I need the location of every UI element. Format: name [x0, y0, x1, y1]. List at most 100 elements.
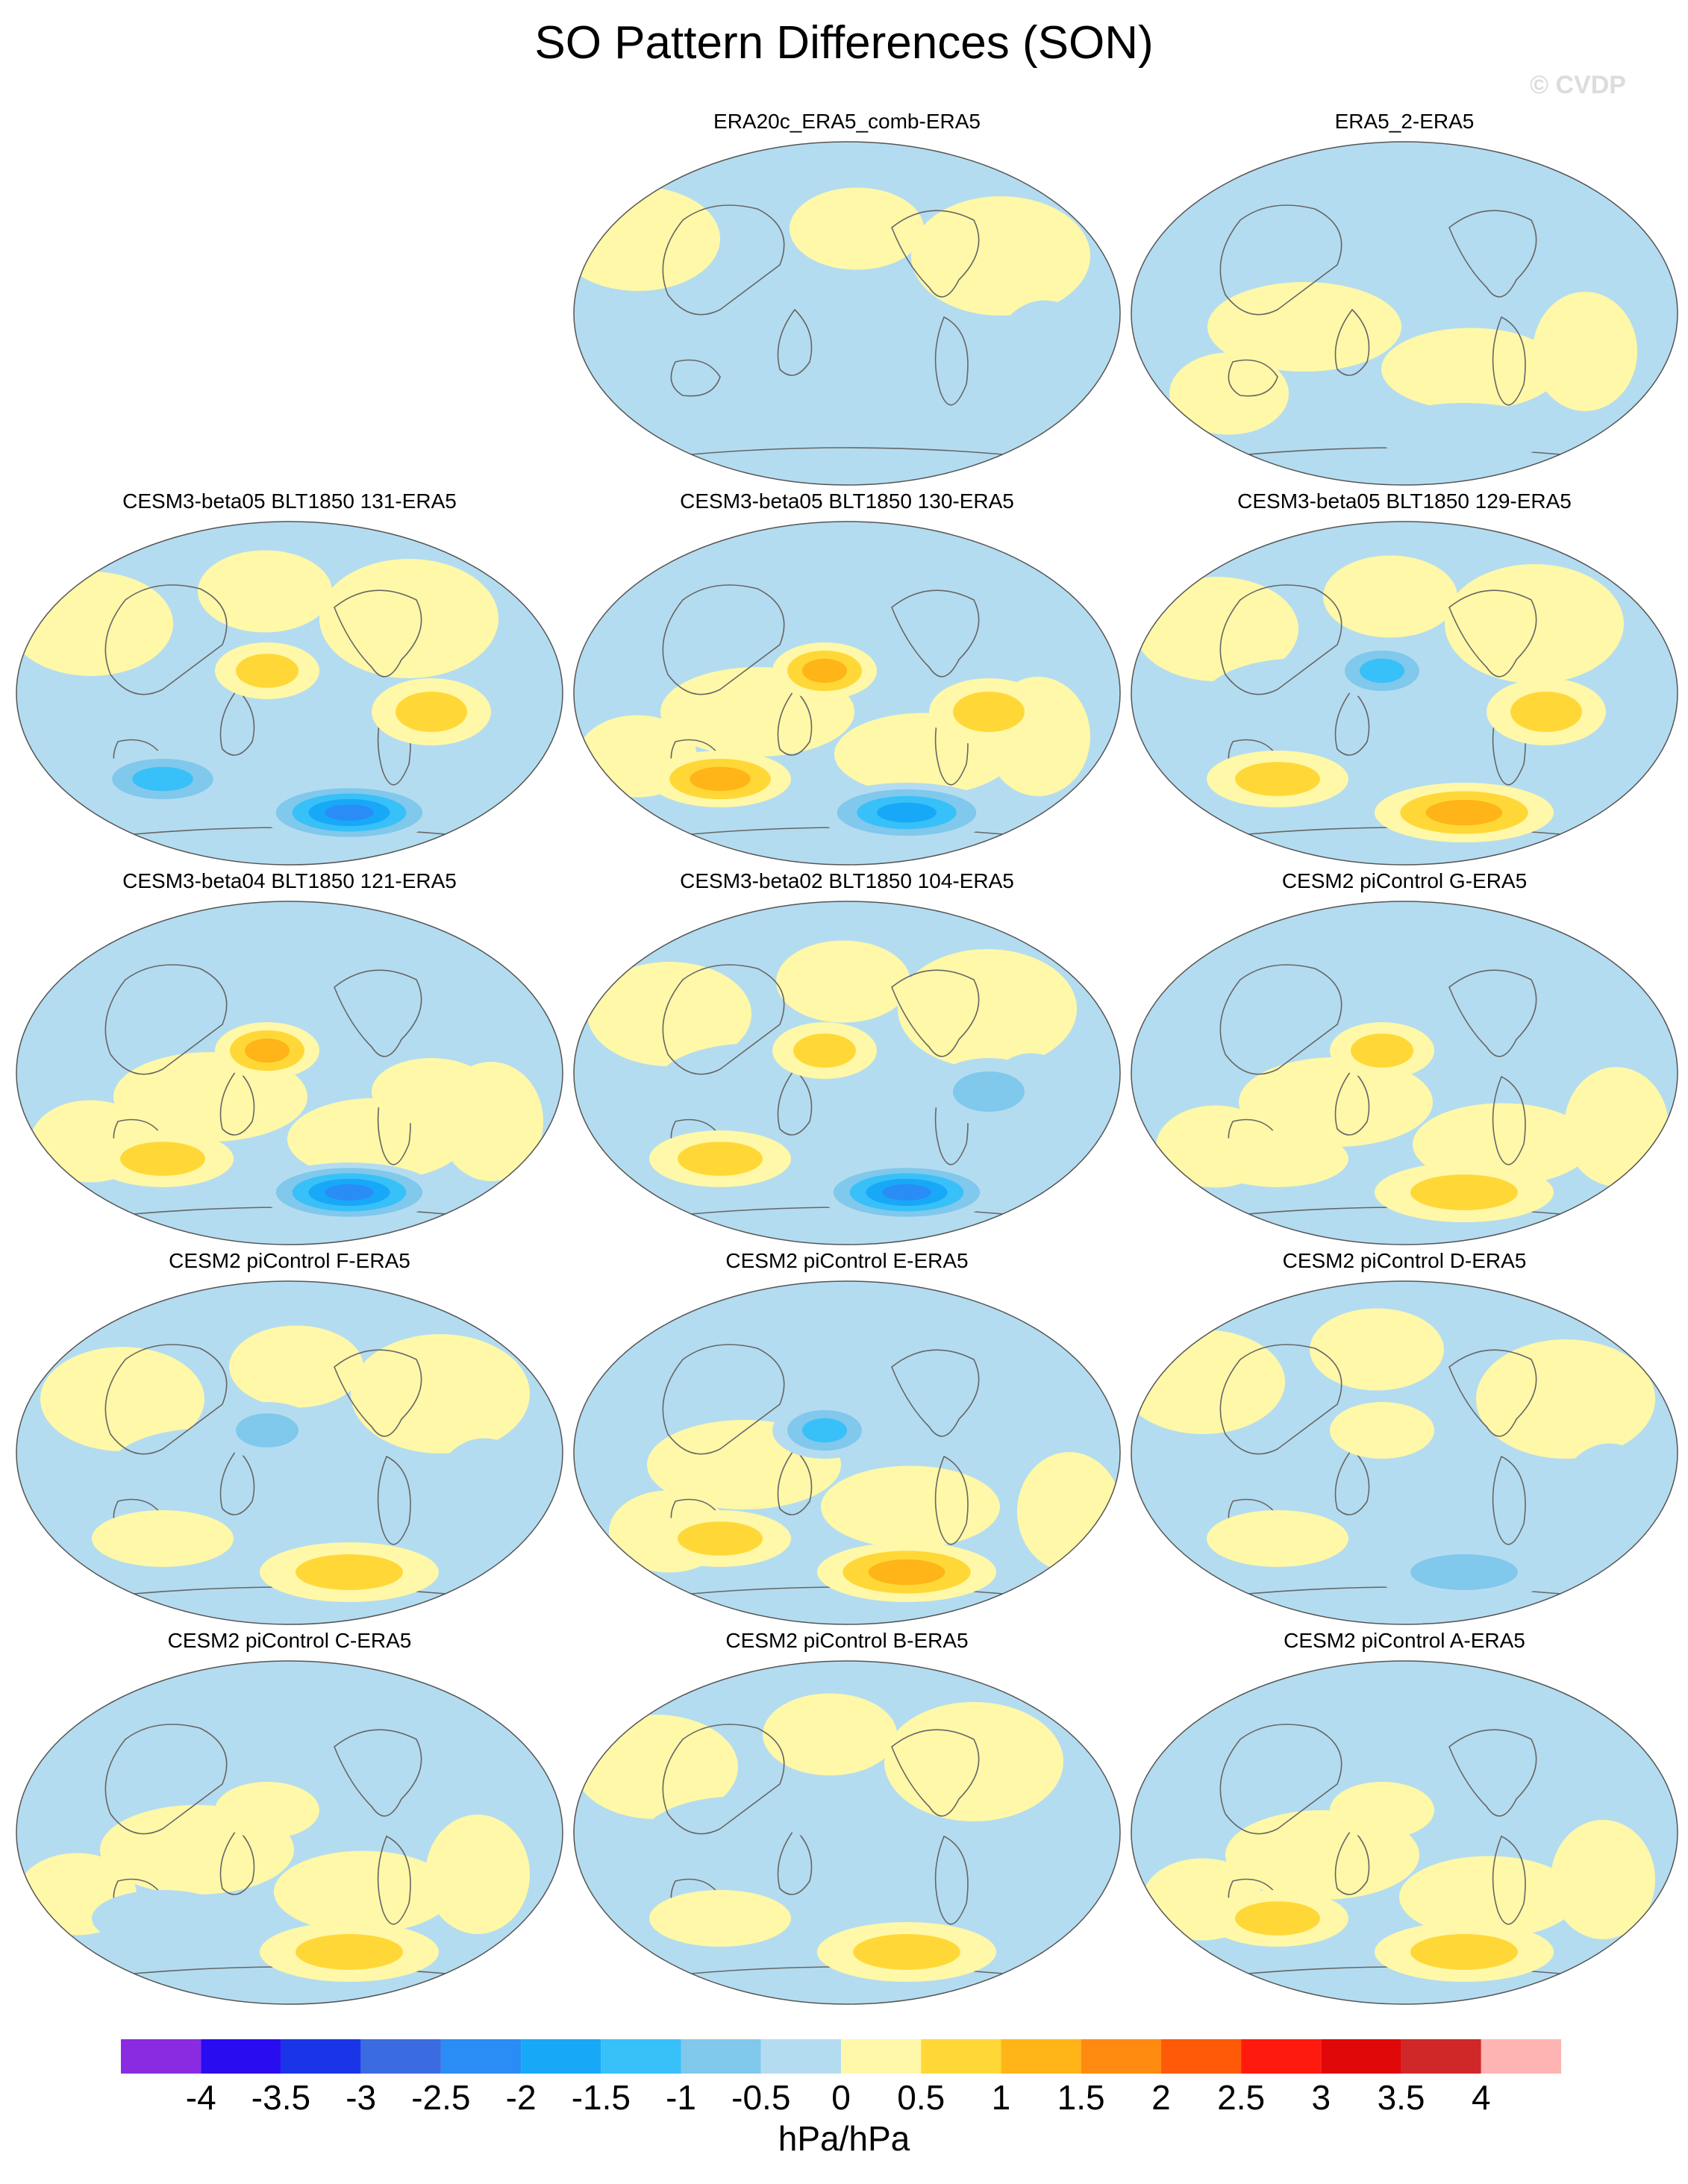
positive-anomaly: [372, 1058, 491, 1125]
colorbar-tick-label: 3: [1311, 2078, 1331, 2117]
map-projection: [16, 521, 563, 866]
colorbar-box: [760, 2039, 841, 2074]
map-panel: CESM2 piControl B-ERA5: [571, 1627, 1123, 2008]
coastline: [1448, 210, 1537, 298]
coastline: [1492, 316, 1526, 406]
map-border: [16, 1660, 563, 2005]
coastline: [645, 447, 1049, 460]
pattern-region: [1017, 1452, 1120, 1571]
coastline: [334, 1729, 422, 1817]
coastline: [891, 210, 980, 298]
pattern-region: [1239, 1057, 1433, 1147]
negative-anomaly: [953, 1071, 1025, 1112]
colorbar-units: hPa/hPa: [778, 2119, 910, 2158]
positive-anomaly: [1330, 1782, 1434, 1839]
page-title: SO Pattern Differences (SON): [534, 17, 1154, 69]
positive-anomaly: [1207, 1130, 1348, 1187]
pattern-region: [763, 1693, 897, 1776]
panel-title: CESM3-beta05 BLT1850 130-ERA5: [680, 489, 1014, 513]
coastline: [1219, 204, 1342, 316]
positive-anomaly: [1207, 1510, 1348, 1567]
colorbar-tick-label: -3.5: [251, 2078, 311, 2117]
positive-anomaly: [853, 1934, 960, 1970]
positive-anomaly: [245, 1038, 290, 1063]
coastline: [1334, 308, 1370, 376]
pattern-region: [229, 1325, 363, 1408]
positive-anomaly: [1235, 762, 1320, 796]
pattern-region: [587, 962, 751, 1066]
positive-anomaly: [396, 692, 467, 732]
colorbar-tick-label: -2.5: [411, 2078, 471, 2117]
map-panel: CESM2 piControl E-ERA5: [571, 1248, 1123, 1628]
pattern-region: [40, 1347, 204, 1451]
map-border: [573, 901, 1121, 1245]
pattern-region: [891, 1325, 1070, 1445]
map-projection: [1131, 1660, 1678, 2005]
pattern-region: [222, 1702, 357, 1784]
panel-title: CESM2 piControl B-ERA5: [725, 1629, 969, 1652]
map-projection: [573, 901, 1121, 1245]
positive-anomaly: [1235, 1901, 1320, 1936]
pattern-region: [783, 564, 917, 646]
coastline: [219, 1068, 255, 1136]
coastline: [1448, 589, 1537, 678]
coastline: [104, 584, 228, 695]
panel-title: ERA5_2-ERA5: [1334, 110, 1475, 133]
pattern-region: [884, 1702, 1063, 1821]
negative-anomaly: [325, 1184, 374, 1201]
negative-anomaly: [882, 1184, 931, 1201]
pattern-region: [1399, 1856, 1578, 1939]
pattern-region: [581, 1338, 745, 1443]
colorbar-box: [681, 2039, 761, 2074]
coastline: [1334, 1068, 1370, 1136]
pattern-region: [34, 1723, 198, 1828]
map-projection: [16, 901, 563, 1245]
positive-anomaly: [296, 1934, 403, 1970]
negative-anomaly: [772, 1782, 877, 1839]
map-panel: CESM3-beta05 BLT1850 131-ERA5: [13, 488, 566, 869]
pattern-region: [1134, 577, 1298, 681]
map-panel: CESM2 piControl A-ERA5: [1128, 1627, 1681, 2008]
panel-title: CESM2 piControl C-ERA5: [167, 1629, 412, 1652]
pattern-region: [236, 949, 370, 1031]
coastline: [104, 1724, 228, 1835]
map-panel: ERA20c_ERA5_comb-ERA5: [571, 108, 1123, 489]
map-projection: [16, 1660, 563, 2005]
pattern-region: [1551, 1820, 1655, 1939]
pattern-region: [1533, 292, 1637, 411]
coastline: [377, 1455, 411, 1545]
pattern-region: [16, 572, 173, 676]
pattern-region: [1438, 940, 1617, 1060]
map-projection: [573, 141, 1121, 486]
positive-anomaly: [868, 1559, 945, 1586]
pattern-region: [1348, 1707, 1482, 1789]
colorbar-tick-label: -1: [666, 2078, 696, 2117]
pattern-region: [1381, 328, 1560, 410]
positive-anomaly: [92, 1510, 234, 1567]
map-panel: CESM2 piControl G-ERA5: [1128, 868, 1681, 1248]
coastline: [1219, 1724, 1342, 1835]
coastline: [777, 1827, 813, 1895]
pattern-region: [1330, 179, 1464, 261]
pattern-region: [904, 572, 1084, 692]
map-panel: ERA5_2-ERA5: [1128, 108, 1681, 489]
negative-anomaly: [877, 802, 937, 823]
negative-anomaly: [1375, 403, 1554, 463]
coastline: [1492, 1075, 1526, 1165]
pattern-region: [319, 559, 498, 678]
positive-anomaly: [649, 1890, 791, 1947]
colorbar-box: [201, 2039, 281, 2074]
coastline: [777, 1068, 813, 1136]
pattern-region: [344, 1710, 523, 1830]
pattern-region: [1010, 1828, 1115, 1948]
pattern-region: [790, 187, 924, 270]
positive-anomaly: [120, 1142, 205, 1176]
colorbar-tick-label: 0.5: [897, 2078, 945, 2117]
colorbar-tick-label: -0.5: [731, 2078, 791, 2117]
negative-anomaly: [802, 1418, 847, 1443]
map-border: [573, 1660, 1121, 2005]
positive-anomaly: [690, 766, 751, 792]
panel-title: CESM3-beta02 BLT1850 104-ERA5: [680, 869, 1014, 892]
pattern-region: [841, 337, 1020, 419]
pattern-region: [281, 1474, 460, 1556]
